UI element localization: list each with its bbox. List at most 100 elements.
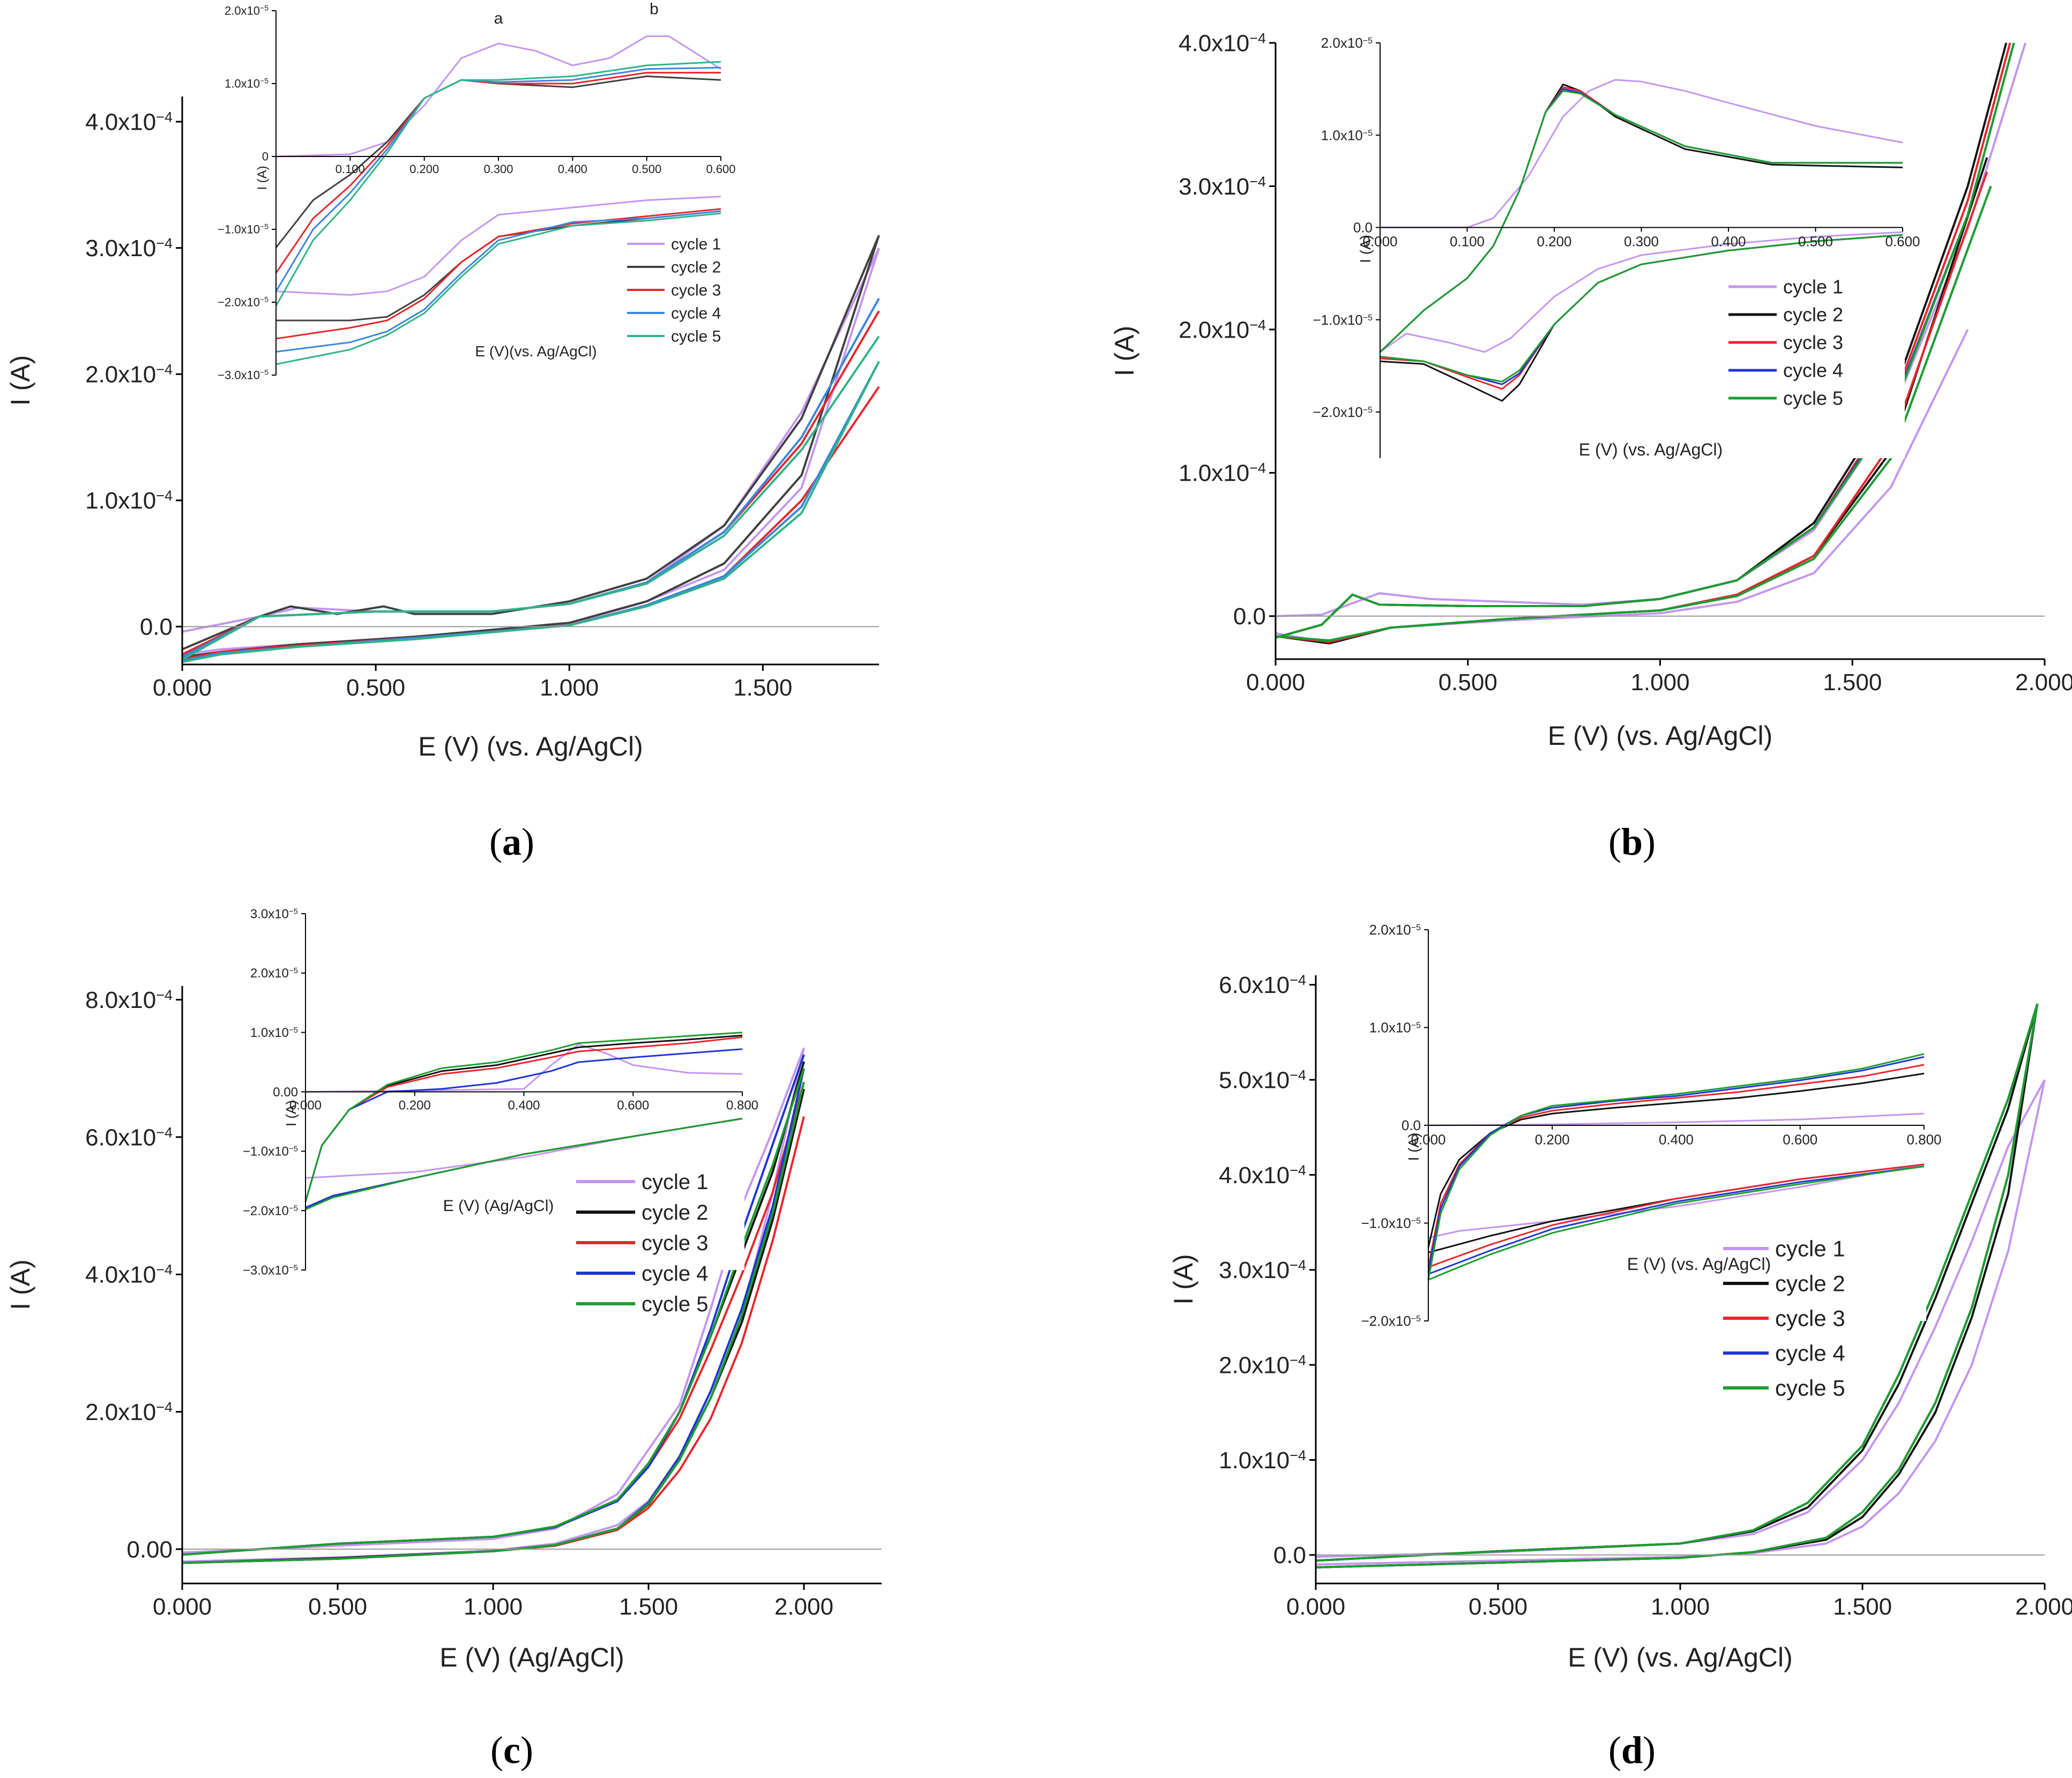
inset-d-series-3 <box>1427 1064 1925 1268</box>
inset-a-y-tick-label: −3.0x10−5 <box>218 368 269 382</box>
inset-b-x-tick-label: 0.600 <box>1885 234 1920 250</box>
main-d-y-tick-label: 4.0x10−4 <box>1219 1162 1306 1189</box>
inset-a-peak-label: b <box>650 0 659 18</box>
inset-a-y-tick-label: 1.0x10−5 <box>225 77 269 91</box>
main-c-x-tick-label: 2.000 <box>774 1594 833 1620</box>
main-a-y-tick-label: 3.0x10−4 <box>85 235 173 262</box>
inset-c-y-tick-label: −3.0x10−5 <box>243 1263 298 1278</box>
inset-a-series-1 <box>275 35 721 296</box>
inset-b-y-tick-label: 0.0 <box>1353 220 1373 236</box>
main-d-y-tick-label: 6.0x10−4 <box>1219 972 1306 998</box>
legend-b-label-4: cycle 4 <box>1783 360 1843 382</box>
inset-d-x-label: E (V) (vs. Ag/AgCl) <box>1627 1254 1771 1274</box>
inset-c-x-tick-label: 0.400 <box>508 1099 540 1113</box>
inset-b-x-tick-label: 0.200 <box>1537 234 1571 250</box>
panel-d: 0.000 0.500 1.000 1.500 2.000 0.0 1.0x10−4 2.0x… <box>1168 922 2072 1772</box>
panel-c: 0.000 0.500 1.000 1.500 2.000 0.00 2.0x10−4 4.0… <box>5 907 882 1772</box>
main-b-x-tick-label: 1.500 <box>1823 669 1882 696</box>
legend-b-label-5: cycle 5 <box>1783 387 1843 409</box>
inset-d-x-tick-label: 0.200 <box>1535 1131 1570 1147</box>
legend-b-label-3: cycle 3 <box>1783 332 1843 354</box>
inset-c-y-tick-label: 3.0x10−5 <box>250 907 298 922</box>
legend-d-label-5: cycle 5 <box>1775 1376 1845 1401</box>
inset-c-y-tick-label: −1.0x10−5 <box>243 1144 298 1159</box>
main-d-series-5 <box>1315 1003 2039 1568</box>
panel-a: 0.000 0.500 1.000 1.500 0.0 1.0x10−4 2.0x10−4 3… <box>5 0 880 863</box>
main-a-x-tick-label: 1.000 <box>540 675 599 701</box>
legend-b: cycle 1 cycle 2 cycle 3 cycle 4 cycle 5 <box>1728 276 1843 409</box>
inset-b-y-label: I (A) <box>1357 235 1374 263</box>
inset-a-y-label: I (A) <box>255 166 270 190</box>
main-c-y-tick-label: 4.0x10−4 <box>85 1262 173 1288</box>
main-a-y-tick-label: 4.0x10−4 <box>85 109 173 136</box>
main-b-y-tick-label: 0.0 <box>1233 603 1266 630</box>
legend-a-label-3: cycle 3 <box>671 282 721 300</box>
inset-b-y-tick-label: −2.0x10−5 <box>1313 404 1373 420</box>
main-d-x-label: E (V) (vs. Ag/AgCl) <box>1568 1642 1793 1672</box>
main-a-y-tick-label: 0.0 <box>140 614 173 640</box>
inset-d-series-4 <box>1427 1056 1925 1275</box>
legend-d-label-3: cycle 3 <box>1775 1306 1845 1331</box>
inset-c-x-tick-label: 0.600 <box>617 1099 649 1113</box>
panel-label-a: (a) <box>489 820 534 863</box>
main-b-y-tick-label: 2.0x10−4 <box>1179 317 1266 343</box>
legend-a-label-2: cycle 2 <box>671 259 721 277</box>
inset-d-y-tick-label: −1.0x10−5 <box>1361 1215 1421 1231</box>
legend-b-label-1: cycle 1 <box>1783 276 1843 298</box>
main-d-y-tick-label: 0.0 <box>1273 1542 1306 1568</box>
inset-d-y-tick-label: −2.0x10−5 <box>1361 1313 1421 1329</box>
inset-b-y-tick-label: 1.0x10−5 <box>1321 127 1373 143</box>
legend-c: cycle 1 cycle 2 cycle 3 cycle 4 cycle 5 <box>576 1170 709 1316</box>
legend-a-label-1: cycle 1 <box>671 236 721 253</box>
inset-b-x-tick-label: 0.400 <box>1711 234 1746 250</box>
inset-a-x-label: E (V)(vs. Ag/AgCl) <box>475 343 597 360</box>
main-a-x-label: E (V) (vs. Ag/AgCl) <box>418 731 643 761</box>
inset-c-y-tick-label: −2.0x10−5 <box>243 1204 298 1219</box>
inset-c-series-5 <box>304 1032 743 1211</box>
main-a-x-tick-label: 0.000 <box>153 675 212 701</box>
legend-d-label-2: cycle 2 <box>1775 1271 1845 1296</box>
main-a-y-tick-label: 2.0x10−4 <box>85 362 173 388</box>
main-a-y-label: I (A) <box>5 355 35 406</box>
inset-b-series-1 <box>1380 79 1903 353</box>
inset-b-x-tick-label: 0.300 <box>1624 234 1659 250</box>
inset-b-x-label: E (V) (vs. Ag/AgCl) <box>1579 440 1723 459</box>
inset-c-y-tick-label: 0.00 <box>273 1085 298 1100</box>
main-b-y-tick-label: 3.0x10−4 <box>1179 174 1266 200</box>
inset-a-y-tick-label: 0 <box>262 150 269 163</box>
legend-a: cycle 1 cycle 2 cycle 3 cycle 4 cycle 5 <box>627 236 721 346</box>
legend-d-label-1: cycle 1 <box>1775 1236 1845 1261</box>
legend-d-label-4: cycle 4 <box>1775 1341 1845 1366</box>
inset-c-y-tick-label: 1.0x10−5 <box>250 1026 298 1041</box>
main-c-x-tick-label: 1.000 <box>464 1594 523 1620</box>
inset-a-y-tick-label: −2.0x10−5 <box>218 295 269 309</box>
main-a-x-tick-label: 0.500 <box>346 675 405 701</box>
main-d-x-tick-label: 0.500 <box>1469 1594 1527 1620</box>
main-c-x-tick-label: 1.500 <box>619 1594 678 1620</box>
inset-a-peak-label: a <box>494 10 503 27</box>
legend-c-label-3: cycle 3 <box>642 1231 709 1255</box>
main-c-y-tick-label: 0.00 <box>126 1536 173 1563</box>
inset-a-series-5 <box>275 61 721 365</box>
inset-a-x-tick-label: 0.100 <box>336 162 365 176</box>
main-c-x-tick-label: 0.500 <box>308 1594 367 1620</box>
inset-b-x-tick-label: 0.000 <box>1362 234 1397 250</box>
inset-a-x-tick-label: 0.600 <box>706 162 735 176</box>
panel-label-d: (d) <box>1608 1729 1656 1772</box>
main-c-y-tick-label: 6.0x10−4 <box>85 1124 173 1151</box>
main-d-y-tick-label: 5.0x10−4 <box>1219 1067 1306 1093</box>
main-c-y-tick-label: 2.0x10−4 <box>85 1399 173 1425</box>
inset-c-y-tick-label: 2.0x10−5 <box>250 966 298 981</box>
main-b-y-label: I (A) <box>1109 326 1139 376</box>
panel-label-c: (c) <box>490 1729 533 1772</box>
inset-a-x-tick-label: 0.300 <box>483 162 513 176</box>
legend-c-label-5: cycle 5 <box>642 1293 709 1316</box>
inset-c-x-tick-label: 0.000 <box>289 1099 322 1113</box>
inset-a-y-tick-label: −1.0x10−5 <box>218 222 269 236</box>
legend-c-label-1: cycle 1 <box>642 1170 709 1194</box>
main-a-x-tick-label: 1.500 <box>733 675 792 701</box>
inset-c-x-label: E (V) (Ag/AgCl) <box>443 1197 554 1215</box>
legend-a-label-4: cycle 4 <box>671 305 721 323</box>
inset-b-series-5 <box>1379 90 1903 383</box>
